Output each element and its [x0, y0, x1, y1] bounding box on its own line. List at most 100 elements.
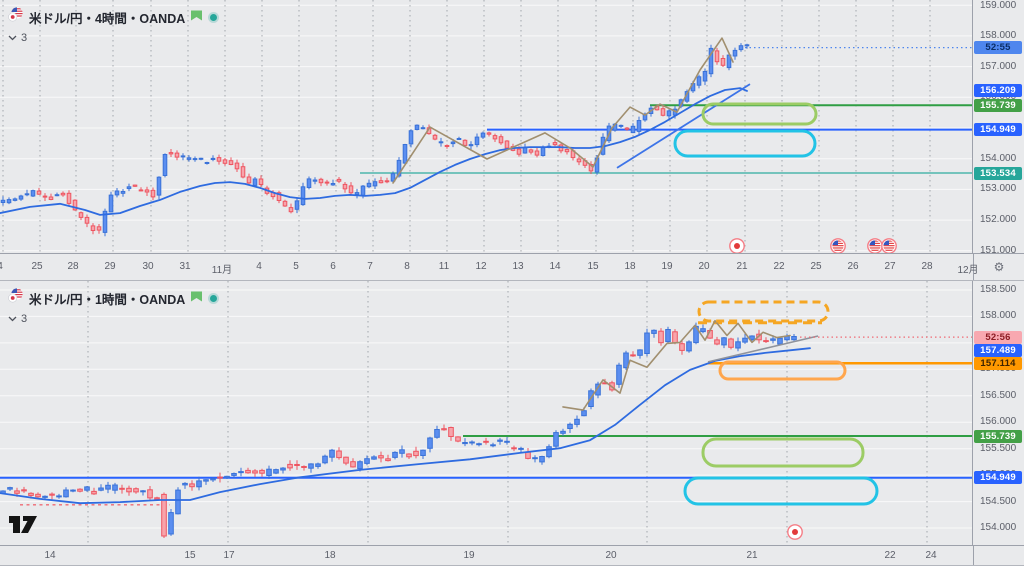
price-axis-label: 155.739 — [974, 98, 1022, 112]
price-axis-label: 157.489 — [974, 343, 1022, 357]
time-tick-label: 18 — [324, 550, 336, 561]
price-axis-label: 52:55 — [974, 41, 1022, 55]
price-tick-label: 154.000 — [980, 152, 1017, 164]
time-tick-label: 11月 — [211, 265, 233, 276]
price-axis-label: 157.114 — [974, 356, 1022, 370]
price-tick-label: 154.500 — [980, 495, 1017, 507]
price-axis-4h[interactable]: 159.000158.000157.000156.000155.000154.0… — [972, 0, 1024, 256]
gear-icon[interactable]: ⚙ — [993, 260, 1005, 274]
time-tick-label: 28 — [921, 261, 933, 272]
time-axis-1h[interactable]: 14 15 17 18 19 20 21 22 24 — [0, 545, 1024, 566]
zone-annotation — [701, 437, 865, 468]
time-axis-corner — [973, 546, 1024, 565]
time-axis-settings[interactable]: ⚙ — [973, 254, 1024, 280]
time-tick-label: 20 — [698, 261, 710, 272]
price-tick-label: 158.000 — [980, 310, 1017, 322]
time-tick-label: 8 — [404, 261, 410, 272]
time-tick-label: 26 — [847, 261, 859, 272]
price-tick-label: 156.500 — [980, 389, 1017, 401]
time-tick-label: 18 — [624, 261, 636, 272]
chart-title-1h[interactable]: 米ドル/円・1時間・OANDA — [29, 292, 186, 307]
moving-average-line — [0, 347, 811, 505]
time-tick-label: 22 — [884, 550, 896, 561]
time-tick-label: 6 — [330, 261, 336, 272]
zone-annotation — [683, 476, 879, 506]
time-tick-label: 14 — [549, 261, 561, 272]
time-tick-label: 7 — [367, 261, 373, 272]
time-tick-label: 21 — [736, 261, 748, 272]
price-axis-label: 155.739 — [974, 429, 1022, 443]
jp-event-flag-icon — [729, 238, 745, 253]
tradingview-logo[interactable] — [8, 515, 39, 540]
indicator-count: 3 — [21, 32, 28, 44]
time-tick-label: 25 — [31, 261, 43, 272]
chart-canvas-4h[interactable] — [0, 0, 972, 253]
time-tick-label: 21 — [746, 550, 758, 561]
time-tick-label: 19 — [463, 550, 475, 561]
time-tick-label: 14 — [44, 550, 56, 561]
price-axis-label: 153.534 — [974, 166, 1022, 180]
chevron-down-icon[interactable] — [8, 313, 17, 325]
green-flag-icon[interactable] — [191, 289, 203, 307]
trendline — [707, 335, 819, 363]
candles — [0, 322, 797, 538]
usdjpy-pair-flag-icon — [8, 288, 23, 308]
time-tick-label: 28 — [67, 261, 79, 272]
time-axis-4h[interactable]: ⚙ 4 25 28 29 30 31 11月 4 5 6 7 8 11 12 13 14 15 18 19 20 21 2… — [0, 253, 1024, 281]
time-tick-label: 11 — [438, 261, 450, 272]
indicator-count: 3 — [21, 313, 28, 325]
price-axis-1h[interactable]: 158.500158.000157.500157.000156.500156.0… — [972, 281, 1024, 545]
time-tick-label: 20 — [605, 550, 617, 561]
time-tick-label: 22 — [773, 261, 785, 272]
price-tick-label: 156.000 — [980, 416, 1017, 428]
chart-title-4h[interactable]: 米ドル/円・4時間・OANDA — [29, 11, 186, 26]
time-tick-label: 4 — [0, 261, 3, 272]
time-tick-label: 31 — [179, 261, 191, 272]
usdjpy-pair-flag-icon — [8, 7, 23, 27]
time-tick-label: 13 — [512, 261, 524, 272]
time-tick-label: 25 — [810, 261, 822, 272]
price-axis-label: 156.209 — [974, 84, 1022, 98]
price-tick-label: 151.000 — [980, 244, 1017, 256]
price-axis-label: 154.949 — [974, 123, 1022, 137]
zigzag-line — [392, 37, 734, 184]
zone-annotation — [673, 129, 817, 158]
us-event-flag-icon — [867, 238, 883, 253]
time-tick-label: 19 — [661, 261, 673, 272]
price-tick-label: 155.500 — [980, 442, 1017, 454]
candles — [0, 43, 750, 237]
chart-pane-4h: 米ドル/円・4時間・OANDA 3 159.000 158.000 157.000 1… — [0, 0, 1024, 256]
price-tick-label: 153.000 — [980, 183, 1017, 195]
zigzag-line — [562, 319, 791, 411]
time-tick-label: 12月 — [957, 265, 979, 276]
time-tick-label: 24 — [925, 550, 937, 561]
price-axis-label: 154.949 — [974, 471, 1022, 485]
chevron-down-icon[interactable] — [8, 32, 17, 44]
zone-annotation — [701, 102, 818, 126]
time-tick-label: 30 — [142, 261, 154, 272]
chart-legend-1h: 米ドル/円・1時間・OANDA 3 — [8, 288, 220, 325]
time-tick-label: 17 — [223, 550, 235, 561]
price-tick-label: 157.000 — [980, 60, 1017, 72]
price-tick-label: 158.000 — [980, 29, 1017, 41]
time-tick-label: 15 — [587, 261, 599, 272]
price-axis-label: 52:56 — [974, 330, 1022, 344]
moving-average-line — [0, 87, 748, 216]
time-tick-label: 4 — [256, 261, 262, 272]
zone-annotation — [697, 300, 830, 323]
status-dot-icon — [208, 11, 220, 23]
price-tick-label: 159.000 — [980, 0, 1017, 11]
price-tick-label: 158.500 — [980, 283, 1017, 295]
us-event-flag-icon — [830, 238, 846, 253]
chart-pane-1h: 米ドル/円・1時間・OANDA 3 158.500158.000157.5001… — [0, 281, 1024, 545]
trendline — [616, 83, 751, 169]
jp-event-flag-icon — [787, 524, 803, 540]
us-event-flag-icon — [881, 238, 897, 253]
time-tick-label: 29 — [104, 261, 116, 272]
time-tick-label: 12 — [475, 261, 487, 272]
zone-annotation — [718, 360, 847, 381]
chart-canvas-1h[interactable] — [0, 281, 972, 545]
green-flag-icon[interactable] — [191, 8, 203, 26]
chart-legend-4h: 米ドル/円・4時間・OANDA 3 — [8, 7, 220, 44]
